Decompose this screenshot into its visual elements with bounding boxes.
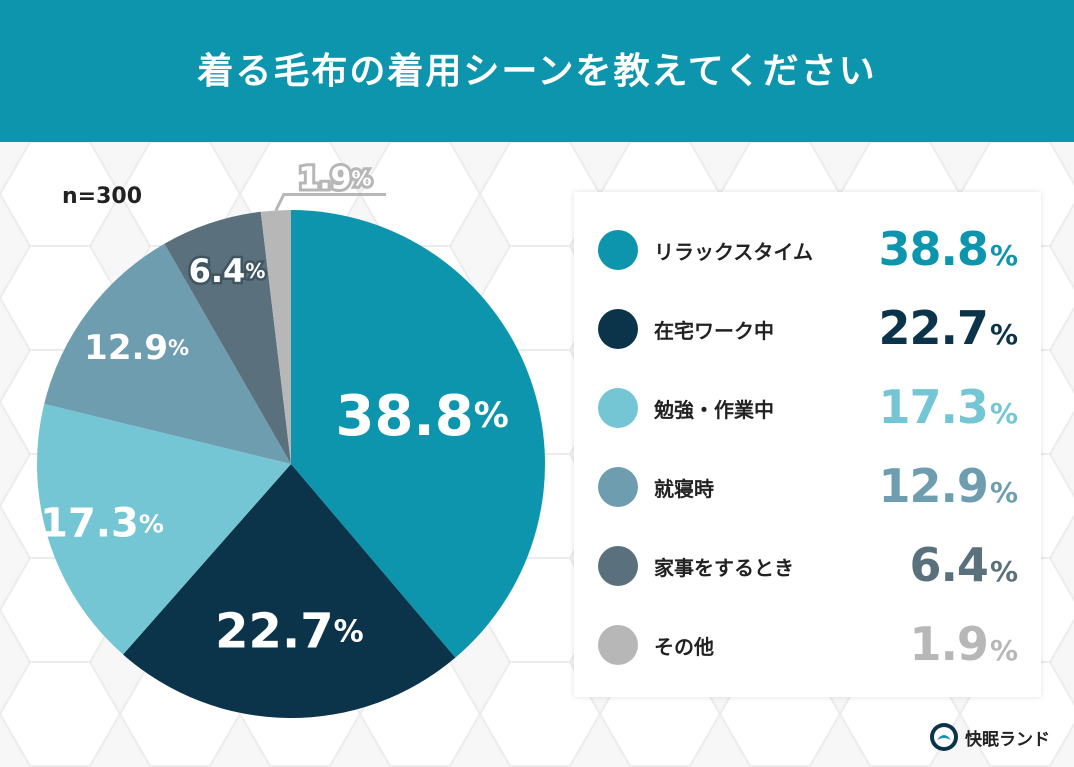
legend-label: 勉強・作業中	[654, 398, 774, 422]
legend-item: 勉強・作業中 17.3%	[574, 378, 1041, 438]
brand: 快眠ランド	[929, 722, 1050, 752]
slice-value-label: 1.9%	[298, 161, 371, 196]
legend-label: 家事をするとき	[654, 556, 794, 580]
pie-chart: 38.8% 22.7% 17.3% 12.9%6.4% 1.9%	[37, 158, 545, 718]
legend-label: 就寝時	[654, 477, 714, 501]
pie-slice	[123, 464, 456, 718]
legend-swatch	[598, 467, 638, 507]
sample-size: n=300	[62, 184, 143, 209]
pie-slice	[37, 403, 291, 655]
pie-slice	[164, 211, 291, 464]
brand-name: 快眠ランド	[965, 729, 1050, 750]
legend-value: 22.7%	[878, 301, 1018, 355]
slice-value-label: 6.4%	[189, 252, 266, 290]
legend-panel: リラックスタイム 38.8% 在宅ワーク中 22.7% 勉強・作業中 17.3% 就寝時 12…	[574, 192, 1041, 697]
legend-label: 在宅ワーク中	[654, 319, 774, 343]
pie-slice	[44, 243, 292, 464]
legend-value: 1.9%	[909, 617, 1018, 671]
slice-value-label: 17.3%	[40, 500, 164, 546]
slice-value-label: 38.8%	[336, 383, 509, 448]
legend-swatch	[598, 309, 638, 349]
legend-swatch	[598, 625, 638, 665]
pie-slice	[260, 210, 291, 464]
slice-value-label: 22.7%	[215, 604, 364, 660]
legend-item: その他 1.9%	[574, 615, 1041, 675]
legend-item: 家事をするとき 6.4%	[574, 536, 1041, 596]
brand-logo-icon	[930, 723, 958, 751]
legend-item: 就寝時 12.9%	[574, 457, 1041, 517]
header-bar: 着る毛布の着用シーンを教えてください	[0, 0, 1074, 142]
legend-value: 17.3%	[878, 380, 1018, 434]
legend-label: リラックスタイム	[654, 240, 813, 264]
legend-value: 12.9%	[878, 459, 1018, 513]
callout-line	[274, 192, 386, 212]
chart-title: 着る毛布の着用シーンを教えてください	[197, 51, 877, 92]
legend-item: 在宅ワーク中 22.7%	[574, 299, 1041, 359]
legend-label: その他	[654, 635, 714, 659]
slice-value-label: 12.9%	[84, 328, 189, 368]
legend-value: 38.8%	[878, 222, 1018, 276]
legend-value: 6.4%	[909, 538, 1018, 592]
pie-slice	[291, 210, 545, 658]
legend-item: リラックスタイム 38.8%	[574, 220, 1041, 280]
legend-swatch	[598, 230, 638, 270]
legend-swatch	[598, 388, 638, 428]
legend-swatch	[598, 546, 638, 586]
